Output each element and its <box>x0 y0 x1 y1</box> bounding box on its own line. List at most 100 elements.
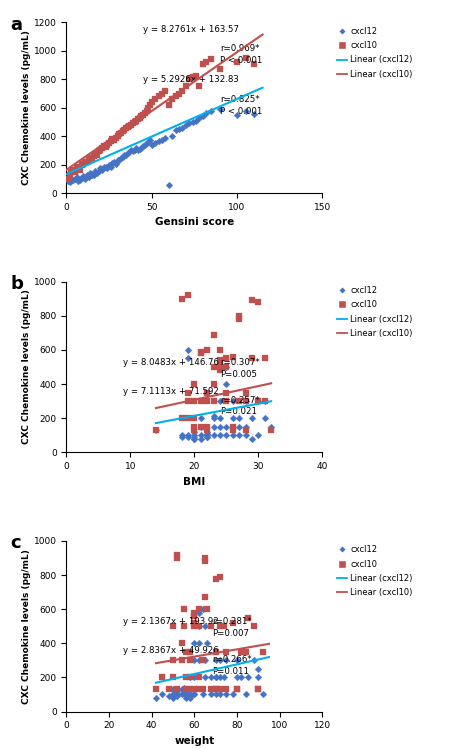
Text: y = 7.1113x + 71.592: y = 7.1113x + 71.592 <box>123 387 219 396</box>
Point <box>250 58 258 70</box>
Point <box>186 692 194 704</box>
Point <box>68 175 75 187</box>
X-axis label: BMI: BMI <box>183 476 205 487</box>
Point <box>210 329 217 341</box>
Text: r=0.257*: r=0.257* <box>220 395 260 404</box>
Point <box>162 85 169 97</box>
Point <box>223 395 230 407</box>
Point <box>126 121 133 133</box>
Point <box>197 421 205 433</box>
Point <box>229 351 237 363</box>
Point <box>237 671 245 683</box>
Point <box>242 688 249 700</box>
Point <box>120 124 128 136</box>
Point <box>191 688 198 700</box>
X-axis label: Gensini score: Gensini score <box>155 217 234 227</box>
Point <box>216 429 224 441</box>
Text: y = 8.0483x + 146.76: y = 8.0483x + 146.76 <box>123 358 219 367</box>
Point <box>191 610 198 622</box>
Point <box>216 395 224 407</box>
Point <box>261 395 268 407</box>
Text: r=0.969*: r=0.969* <box>220 44 259 53</box>
Point <box>180 620 188 632</box>
Point <box>203 429 211 441</box>
Point <box>208 620 215 632</box>
Point <box>133 115 140 127</box>
Point <box>88 152 96 164</box>
Point <box>216 620 224 632</box>
Point <box>165 691 173 703</box>
Point <box>212 671 219 683</box>
Point <box>229 688 237 700</box>
Point <box>223 361 230 373</box>
Point <box>131 116 138 128</box>
Point <box>169 620 177 632</box>
Point <box>210 361 217 373</box>
Point <box>124 121 132 133</box>
Point <box>146 135 154 147</box>
Point <box>178 655 185 667</box>
Point <box>191 433 198 445</box>
Point <box>107 135 115 147</box>
Point <box>126 146 133 158</box>
Point <box>105 136 113 148</box>
Point <box>202 107 210 119</box>
Point <box>195 655 202 667</box>
Text: y = 5.2926x + 132.83: y = 5.2926x + 132.83 <box>143 75 239 84</box>
Point <box>64 173 72 185</box>
Point <box>216 344 224 356</box>
Point <box>210 395 217 407</box>
Point <box>242 395 249 407</box>
Point <box>93 167 101 179</box>
Point <box>152 424 160 436</box>
Point <box>212 572 219 584</box>
Point <box>191 433 198 445</box>
Point <box>178 431 185 443</box>
Point <box>223 421 230 433</box>
Point <box>119 125 127 137</box>
Point <box>152 683 160 695</box>
Point <box>128 119 135 131</box>
Point <box>169 655 177 667</box>
Point <box>203 386 211 398</box>
Point <box>212 671 219 683</box>
Point <box>220 620 228 632</box>
Point <box>178 637 185 649</box>
Point <box>203 431 211 443</box>
Point <box>165 99 173 111</box>
Point <box>158 88 166 100</box>
Point <box>203 426 211 438</box>
Point <box>109 133 116 145</box>
Point <box>197 412 205 424</box>
Point <box>192 115 200 127</box>
Point <box>223 688 230 700</box>
Point <box>197 348 205 360</box>
Text: a: a <box>10 16 22 34</box>
Point <box>197 429 205 441</box>
Point <box>197 346 205 358</box>
Point <box>248 353 256 365</box>
Point <box>197 433 205 445</box>
Point <box>191 655 198 667</box>
Point <box>236 313 243 325</box>
Point <box>117 152 125 164</box>
Point <box>78 172 85 184</box>
Point <box>100 162 108 174</box>
Point <box>107 161 115 173</box>
Point <box>216 683 224 695</box>
Point <box>182 692 190 704</box>
Point <box>191 421 198 433</box>
Point <box>165 178 173 190</box>
Point <box>129 118 137 130</box>
Point <box>169 692 177 704</box>
Point <box>191 424 198 436</box>
Point <box>210 429 217 441</box>
Point <box>172 90 179 102</box>
Point <box>196 112 203 124</box>
Text: P=0.011: P=0.011 <box>212 667 249 676</box>
Point <box>76 163 84 175</box>
Point <box>255 683 262 695</box>
Point <box>191 617 198 629</box>
Point <box>102 141 109 153</box>
Point <box>71 166 79 178</box>
